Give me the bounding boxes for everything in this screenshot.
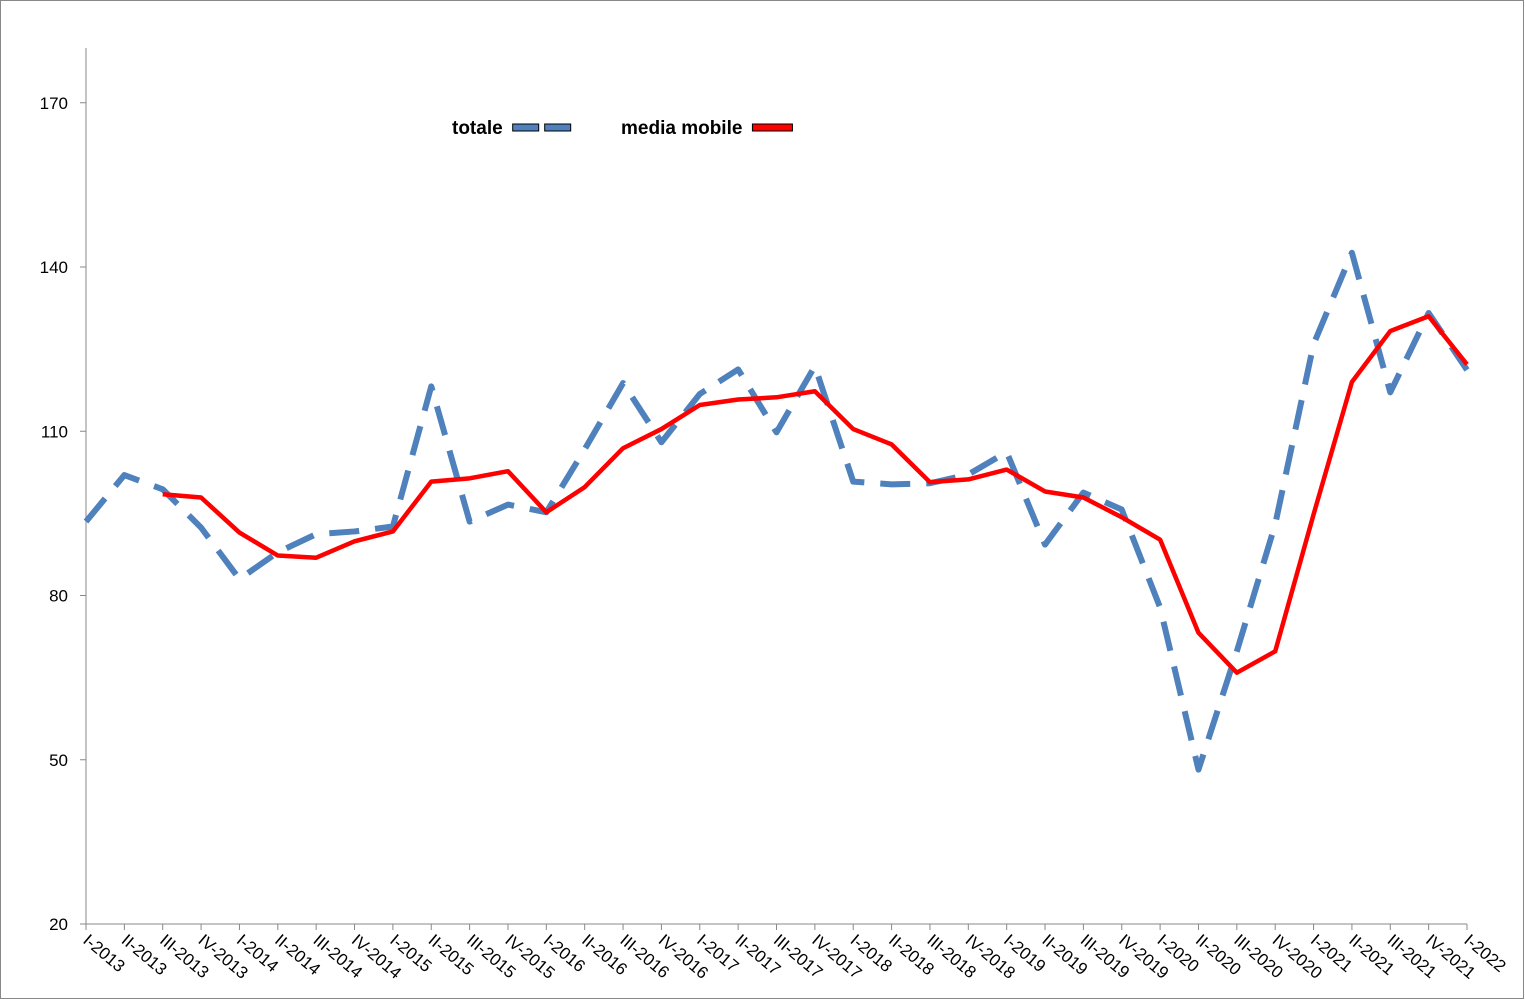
y-tick-label: 170 — [40, 94, 68, 113]
y-tick-label: 110 — [41, 422, 68, 441]
legend-label: totale — [452, 118, 503, 139]
legend-swatch — [751, 123, 793, 132]
series-line — [83, 249, 1470, 773]
legend-swatch — [512, 123, 540, 132]
series-line — [162, 314, 1469, 675]
y-tick-label: 80 — [49, 587, 68, 606]
y-tick-label: 50 — [49, 751, 68, 770]
legend-swatch — [544, 123, 572, 132]
legend-label: media mobile — [621, 118, 742, 139]
y-tick-label: 20 — [49, 915, 68, 934]
y-tick-label: 140 — [40, 258, 68, 277]
